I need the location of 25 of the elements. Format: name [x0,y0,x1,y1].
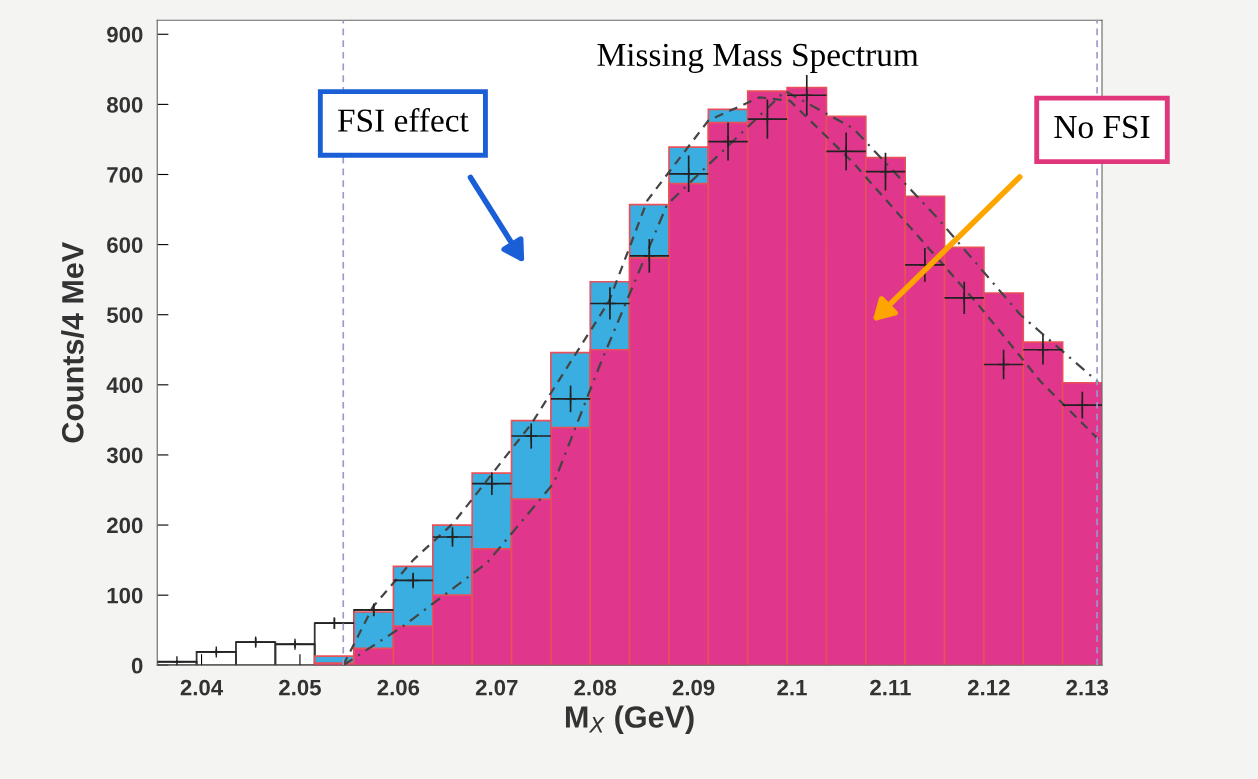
x-tick-label: 2.07 [475,679,518,696]
x-tick-label: 2.13 [1066,679,1109,696]
y-tick-label: 400 [106,377,143,394]
y-tick-label: 200 [107,517,143,534]
annotation: FSI effect [337,108,469,132]
x-tick-label: 2.06 [377,679,420,696]
y-tick-label: 0 [131,657,143,674]
y-tick-label: 600 [107,237,143,253]
annotation: No FSI [1054,115,1150,139]
x-tick-label: 2.04 [180,679,224,696]
y-tick-label: 500 [106,307,143,323]
y-axis-title: Counts/4 MeV [61,241,84,443]
y-tick-label: 900 [107,26,143,43]
x-tick-label: 2.12 [967,679,1010,696]
x-axis-title: M$_{X}$ (GeV) [565,705,694,734]
y-tick-label: 300 [106,447,143,464]
x-tick-label: 2.05 [279,679,321,696]
y-tick-label: 100 [107,587,143,604]
y-tick-label: 800 [106,96,143,113]
x-tick-label: 2.09 [672,679,715,696]
x-tick-label: 2.08 [574,679,617,696]
text: Missing Mass Spectrum [597,43,919,74]
x-tick-label: 2.1 [777,679,807,696]
x-tick-label: 2.11 [870,679,911,696]
y-tick-label: 700 [107,167,143,183]
